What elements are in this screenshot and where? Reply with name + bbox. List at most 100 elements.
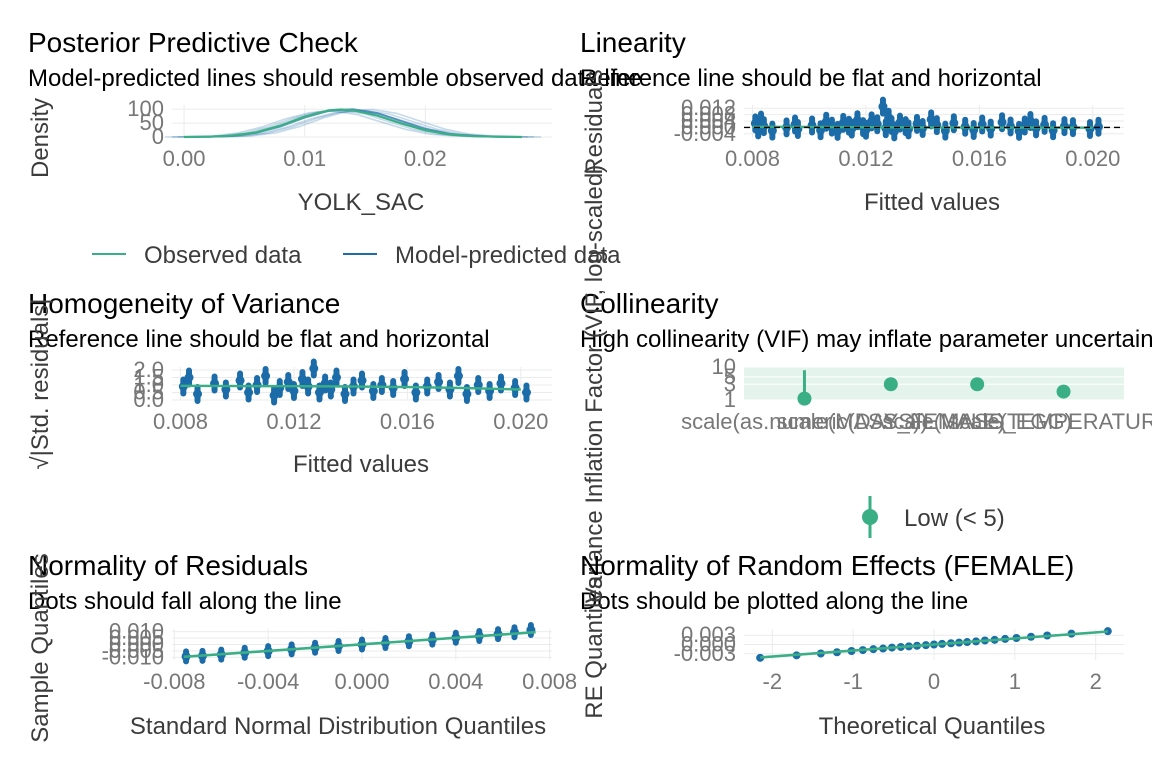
- normality-re-ylabel: RE Quantiles: [581, 577, 608, 718]
- collinearity-panel: Collinearity High collinearity (VIF) may…: [580, 165, 1152, 603]
- data-point: [244, 388, 254, 397]
- data-point: [193, 389, 203, 399]
- data-point: [767, 126, 777, 136]
- model-replicate-line: [203, 108, 542, 138]
- normality-residuals-xlabel: Standard Normal Distribution Quantiles: [130, 713, 546, 740]
- ppc-panel: Posterior Predictive Check Model-predict…: [27, 27, 642, 269]
- x-tick-label: 0: [928, 669, 940, 694]
- data-point: [235, 376, 245, 385]
- data-point: [283, 377, 293, 387]
- ppc-subtitle: Model-predicted lines should resemble ob…: [28, 65, 642, 92]
- y-tick-label: 3: [724, 371, 736, 396]
- x-tick-label: 0.016: [380, 409, 435, 434]
- homogeneity-title: Homogeneity of Variance: [28, 288, 340, 319]
- data-point: [275, 383, 285, 393]
- data-point: [1103, 627, 1112, 636]
- vif-point: [883, 377, 898, 392]
- data-point: [289, 386, 299, 396]
- data-point: [261, 371, 271, 381]
- vif-point: [1056, 384, 1071, 399]
- y-tick-label: 5: [724, 364, 736, 389]
- y-tick-label: 0.5: [133, 380, 164, 405]
- data-point: [309, 364, 319, 373]
- legend-low-swatch-dot: [862, 509, 878, 525]
- data-point: [852, 115, 862, 125]
- x-tick-label: 1: [1009, 669, 1021, 694]
- data-point: [949, 118, 959, 128]
- linearity-xlabel: Fitted values: [864, 189, 1000, 216]
- x-tick-label: 0.02: [404, 146, 447, 171]
- data-point: [878, 102, 888, 112]
- linearity-title: Linearity: [580, 27, 686, 58]
- y-tick-label: 0.0: [133, 387, 164, 412]
- x-tick-label: scale(TEMPERATURE): [948, 409, 1152, 434]
- x-tick-label: scale(MASS_EGG): [882, 409, 1072, 434]
- data-point: [1059, 121, 1069, 131]
- normality-residuals-subtitle: Dots should fall along the line: [28, 588, 342, 615]
- y-tick-label: 0.004: [681, 108, 736, 133]
- x-tick-label: scale(MASS_FEMALE): [777, 409, 1006, 434]
- legend-model-label: Model-predicted data: [395, 242, 621, 269]
- y-tick-label: -0.010: [102, 644, 164, 669]
- y-tick-label: 2.0: [133, 357, 164, 382]
- normality-re-subtitle: Dots should be plotted along the line: [580, 588, 968, 615]
- reference-line: [760, 630, 1108, 659]
- data-point: [400, 374, 410, 384]
- collinearity-title: Collinearity: [580, 288, 719, 319]
- x-tick-label: scale(as.numeric(DAYS)): [681, 409, 928, 434]
- data-point: [496, 379, 506, 388]
- x-tick-label: 2: [1090, 669, 1102, 694]
- data-point: [184, 373, 194, 382]
- linearity-panel: Linearity Reference line should be flat …: [580, 27, 1124, 216]
- y-tick-label: 0.000: [109, 632, 164, 657]
- x-tick-label: 0.012: [266, 409, 321, 434]
- y-tick-label: 0.010: [109, 619, 164, 644]
- data-point: [368, 386, 378, 396]
- x-tick-label: -0.004: [237, 669, 299, 694]
- y-tick-label: -0.004: [674, 121, 736, 146]
- data-point: [453, 371, 463, 381]
- homogeneity-subtitle: Reference line should be flat and horizo…: [28, 326, 490, 353]
- y-tick-label: 0.005: [109, 625, 164, 650]
- legend-low-label: Low (< 5): [904, 505, 1005, 532]
- data-point: [445, 385, 455, 394]
- y-tick-label: 10: [712, 354, 736, 379]
- data-point: [434, 377, 444, 387]
- data-point: [297, 374, 307, 384]
- vif-point: [797, 391, 812, 406]
- reference-line: [183, 630, 536, 659]
- y-tick-label: -0.003: [674, 641, 736, 666]
- y-tick-label: 1.0: [133, 372, 164, 397]
- y-tick-label: 1: [724, 387, 736, 412]
- data-point: [926, 114, 936, 124]
- linearity-ylabel: Residuals: [581, 69, 608, 174]
- data-point: [340, 389, 350, 399]
- data-point: [331, 373, 341, 382]
- data-point: [411, 388, 421, 397]
- linearity-subtitle: Reference line should be flat and horizo…: [580, 65, 1042, 92]
- data-point: [889, 126, 899, 136]
- vif-point: [970, 377, 985, 392]
- y-tick-label: 0.000: [681, 632, 736, 657]
- normality-re-xlabel: Theoretical Quantiles: [819, 713, 1046, 740]
- x-tick-label: 0.012: [838, 146, 893, 171]
- ppc-legend: Observed data Model-predicted data: [92, 242, 621, 269]
- x-tick-label: 0.008: [522, 669, 577, 694]
- x-tick-label: 0.004: [428, 669, 483, 694]
- x-tick-label: -1: [843, 669, 863, 694]
- homogeneity-panel: Homogeneity of Variance Reference line s…: [27, 288, 552, 478]
- x-tick-label: 0.020: [493, 409, 548, 434]
- x-tick-label: -0.008: [143, 669, 205, 694]
- x-tick-label: -2: [763, 669, 783, 694]
- y-tick-label: 50: [140, 110, 164, 135]
- data-point: [807, 120, 817, 130]
- data-point: [833, 126, 843, 136]
- data-point: [997, 117, 1007, 127]
- normality-re-panel: Normality of Random Effects (FEMALE) Dot…: [580, 550, 1124, 740]
- smooth-line: [752, 125, 1093, 129]
- collinearity-legend: Low (< 5): [862, 496, 1005, 538]
